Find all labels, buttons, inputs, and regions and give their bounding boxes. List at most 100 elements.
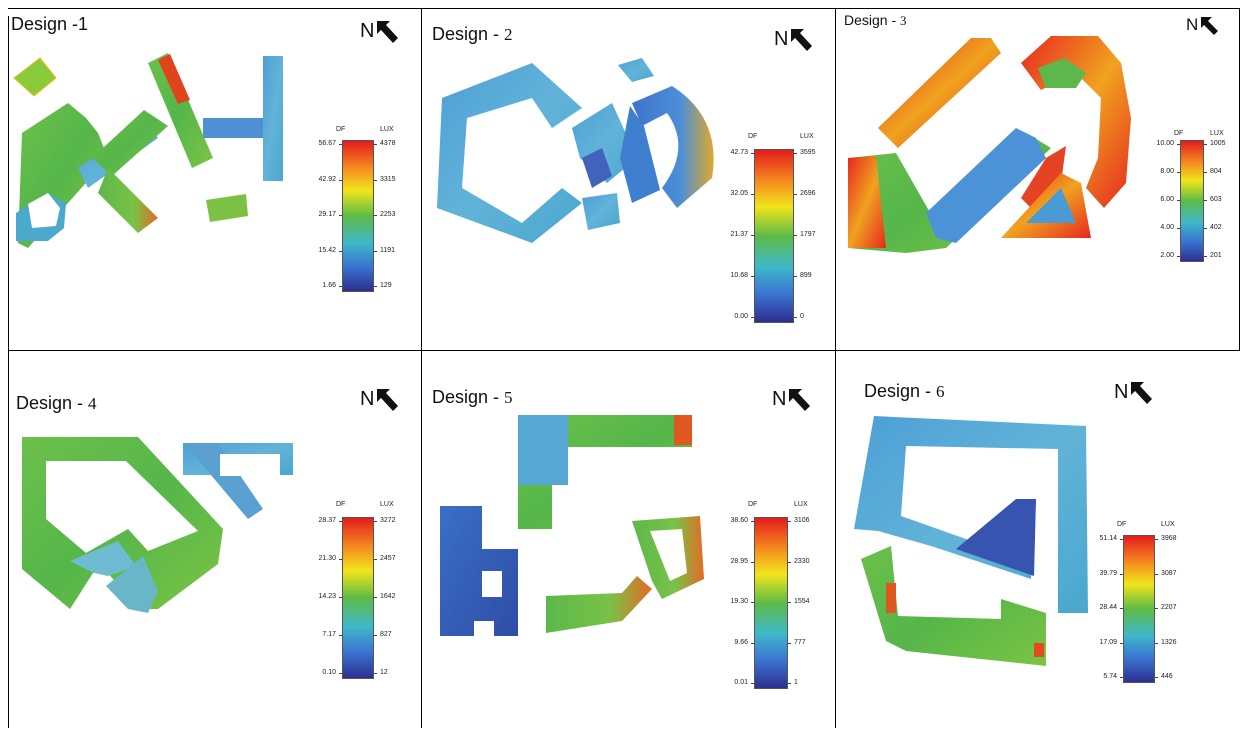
legend-df-value: 4.00 xyxy=(1160,224,1174,231)
legend-tick xyxy=(1204,228,1207,229)
legend-tick xyxy=(339,179,342,181)
legend-tick xyxy=(751,194,754,195)
legend-color-bar xyxy=(342,517,374,679)
legend-tick xyxy=(1204,200,1207,201)
legend-df-value: 6.00 xyxy=(1160,196,1174,203)
north-indicator: N xyxy=(360,386,400,412)
north-arrow-icon xyxy=(377,21,399,43)
legend-lux-value: 1005 xyxy=(1210,140,1226,147)
legend-lux-value: 446 xyxy=(1161,673,1173,680)
legend-tick xyxy=(751,276,754,277)
legend-lux-value: 4378 xyxy=(380,140,396,147)
legend-df-header: DF xyxy=(1117,521,1127,528)
legend-df-value: 56.67 xyxy=(318,140,336,147)
legend-tick xyxy=(1120,608,1123,609)
legend-lux-value: 603 xyxy=(1210,196,1222,203)
design-6-legend: DF LUX 51.14 3968 39.79 3087 28.44 2207 17.09 132… xyxy=(1091,521,1191,691)
north-indicator: N xyxy=(774,26,814,52)
legend-tick xyxy=(374,250,377,252)
legend-tick xyxy=(794,276,797,277)
design-1-panel: Design -1 N DF LUX 56.67 4378 42.92 3315 29.17… xyxy=(8,8,421,350)
legend-df-header: DF xyxy=(748,133,758,140)
legend-tick xyxy=(339,521,342,522)
legend-df-header: DF xyxy=(1174,130,1184,137)
legend-tick xyxy=(374,559,377,560)
legend-lux-value: 1642 xyxy=(380,593,396,600)
legend-tick xyxy=(374,179,377,181)
legend-tick xyxy=(1177,228,1180,229)
legend-tick xyxy=(1155,642,1158,644)
legend-tick xyxy=(788,642,791,644)
legend-df-value: 42.73 xyxy=(730,149,748,156)
legend-df-value: 28.37 xyxy=(318,517,336,524)
legend-df-value: 29.17 xyxy=(318,211,336,218)
legend-tick xyxy=(794,317,797,318)
north-indicator: N xyxy=(360,18,400,44)
legend-tick xyxy=(1177,200,1180,201)
design-5-floor-plan xyxy=(440,415,704,636)
legend-tick xyxy=(339,215,342,216)
legend-tick xyxy=(374,635,377,636)
legend-df-header: DF xyxy=(336,126,346,133)
north-arrow-icon xyxy=(789,389,811,411)
legend-color-bar xyxy=(754,517,788,689)
legend-lux-value: 1797 xyxy=(800,231,816,238)
legend-df-value: 28.44 xyxy=(1099,604,1117,611)
grid-line xyxy=(8,8,1240,9)
legend-tick xyxy=(374,215,377,216)
north-arrow-icon xyxy=(1201,17,1219,35)
design-5-title: Design - 5 xyxy=(432,387,513,407)
legend-lux-value: 804 xyxy=(1210,168,1222,175)
legend-tick xyxy=(339,673,342,674)
legend-lux-value: 1 xyxy=(794,679,798,686)
legend-df-value: 15.42 xyxy=(318,246,336,254)
design-6-panel: Design - 6 N DF LUX 51.14 3968 39.79 3087 28.4… xyxy=(836,351,1240,728)
legend-tick xyxy=(374,144,377,145)
design-5-panel: Design - 5 N DF LUX 38.60 3106 28.95 2330 19.3… xyxy=(422,351,835,728)
north-arrow-icon xyxy=(791,29,813,51)
legend-tick xyxy=(1177,256,1180,257)
legend-lux-value: 1191 xyxy=(380,246,396,254)
legend-tick xyxy=(794,235,797,236)
design-4-floor-plan xyxy=(22,437,293,613)
legend-lux-value: 3968 xyxy=(1161,535,1177,542)
legend-color-bar xyxy=(342,140,374,292)
design-3-floor-plan xyxy=(848,36,1131,253)
legend-df-value: 32.05 xyxy=(730,190,748,197)
legend-df-value: 10.00 xyxy=(1156,140,1174,147)
legend-tick xyxy=(751,561,754,563)
legend-lux-value: 899 xyxy=(800,272,812,279)
design-3-legend: DF LUX 10.00 1005 8.00 804 6.00 603 4.00 402 2.00 2… xyxy=(1154,130,1234,270)
design-4-panel: Design - 4 N DF LUX 28.37 3272 21.30 2457 14.2… xyxy=(8,351,421,728)
legend-df-value: 2.00 xyxy=(1160,252,1174,259)
legend-tick xyxy=(788,561,791,563)
legend-tick xyxy=(374,521,377,522)
legend-df-value: 21.30 xyxy=(318,555,336,562)
legend-lux-value: 2457 xyxy=(380,555,396,562)
design-6-title: Design - 6 xyxy=(864,381,945,401)
legend-tick xyxy=(751,317,754,318)
legend-tick xyxy=(788,521,791,522)
design-1-legend: DF LUX 56.67 4378 42.92 3315 29.17 2253 15.42 119… xyxy=(310,126,410,296)
legend-lux-header: LUX xyxy=(380,126,394,133)
legend-df-value: 5.74 xyxy=(1103,673,1117,680)
legend-tick xyxy=(339,597,342,598)
legend-lux-value: 3087 xyxy=(1161,569,1177,577)
legend-df-value: 9.66 xyxy=(734,638,748,646)
legend-tick xyxy=(794,153,797,154)
legend-df-value: 10.68 xyxy=(730,272,748,279)
legend-color-bar xyxy=(1123,535,1155,683)
design-3-panel: Design - 3 N DF LUX 10.00 1005 8.00 804 6.00 60… xyxy=(836,8,1240,350)
legend-tick xyxy=(339,144,342,145)
grid-line xyxy=(835,8,836,728)
legend-tick xyxy=(1177,144,1180,145)
design-2-panel: Design - 2 N DF LUX 42.73 3595 32.05 2696 21.3… xyxy=(422,8,835,350)
legend-df-value: 51.14 xyxy=(1099,535,1117,542)
legend-tick xyxy=(794,194,797,195)
legend-lux-header: LUX xyxy=(800,133,814,140)
legend-df-header: DF xyxy=(336,501,346,508)
legend-tick xyxy=(339,250,342,252)
legend-tick xyxy=(751,521,754,522)
legend-tick xyxy=(751,683,754,684)
legend-tick xyxy=(374,597,377,598)
